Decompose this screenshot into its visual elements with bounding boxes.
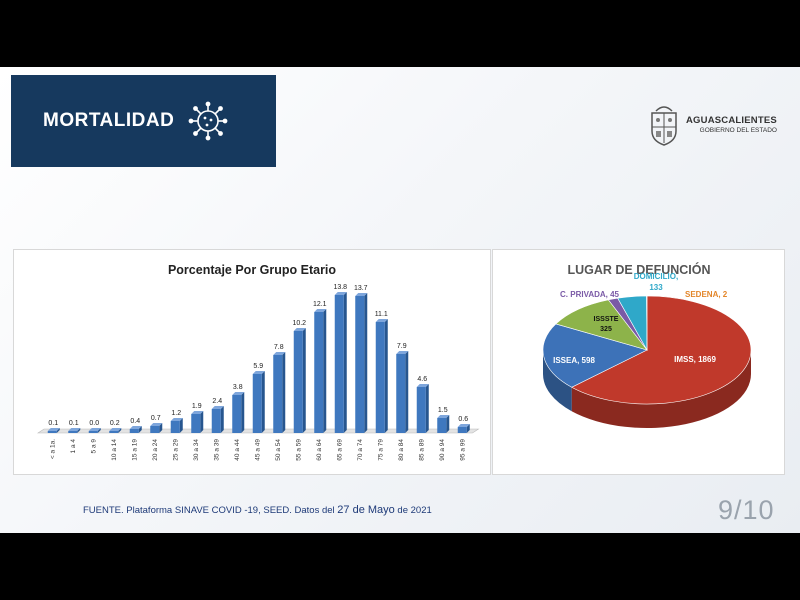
bar-70-a-74 — [355, 293, 368, 433]
bar-value-label: 0.2 — [110, 420, 120, 427]
logo-subtitle: GOBIERNO DEL ESTADO — [699, 127, 777, 134]
death-place-chart-panel: LUGAR DE DEFUNCIÓN IMSS, 1869 ISSEA, 598 I… — [492, 249, 785, 475]
bar-value-label: 7.8 — [274, 344, 284, 351]
bar-55-a-59 — [293, 328, 306, 433]
death-place-pie-chart: LUGAR DE DEFUNCIÓN IMSS, 1869 ISSEA, 598 I… — [542, 262, 752, 428]
source-prefix: FUENTE. Plataforma SINAVE COVID -19, SEE… — [83, 505, 338, 516]
bar-5-a-9 — [88, 428, 101, 433]
x-tick-label: 90 a 94 — [439, 439, 446, 461]
bar-value-label: 11.1 — [375, 311, 388, 318]
pie-slice-imss — [571, 295, 752, 405]
x-tick-label: 45 a 49 — [254, 439, 261, 461]
bar-60-a-64 — [314, 309, 327, 433]
x-tick-label: 65 a 69 — [336, 439, 343, 461]
x-tick-label: 80 a 84 — [398, 439, 405, 461]
bar-1-a-4 — [68, 428, 81, 433]
pie-label: ISSSTE — [594, 316, 619, 323]
bar-15-a-19 — [129, 426, 142, 433]
logo-state-name: AGUASCALIENTES — [686, 115, 777, 126]
bar-value-label: 1.5 — [438, 407, 448, 414]
header-title: MORTALIDAD — [43, 110, 175, 131]
pie-label: SEDENA, 2 — [685, 290, 728, 299]
bar-45-a-49 — [252, 371, 265, 433]
source-note: FUENTE. Plataforma SINAVE COVID -19, SEE… — [83, 504, 432, 516]
bar-75-a-79 — [375, 319, 388, 433]
bar-10-a-14 — [109, 428, 122, 433]
bar-value-label: 10.2 — [292, 320, 306, 327]
bar-value-label: 0.4 — [130, 418, 140, 425]
coat-of-arms-icon — [651, 106, 677, 146]
x-tick-label: 20 a 24 — [152, 439, 159, 461]
bar-40-a-44 — [232, 392, 245, 433]
x-tick-label: 50 a 54 — [275, 439, 282, 461]
bar-value-label: 0.1 — [69, 420, 79, 427]
bar-95-a-99 — [457, 424, 470, 433]
pie-label: C. PRIVADA, 45 — [560, 290, 620, 299]
x-tick-label: 5 a 9 — [90, 439, 97, 454]
pie-label: ISSEA, 598 — [553, 356, 595, 365]
bar-value-label: 0.6 — [458, 416, 468, 423]
bar-value-label: 0.1 — [48, 420, 58, 427]
x-tick-label: 60 a 64 — [316, 439, 323, 461]
x-tick-label: 95 a 99 — [459, 439, 466, 461]
virus-icon — [188, 101, 228, 141]
age-group-chart-panel: Porcentaje Por Grupo Etario 0.1 < a 1a. 0.… — [13, 249, 491, 475]
bar-value-label: 1.9 — [192, 403, 202, 410]
x-tick-label: 75 a 79 — [377, 439, 384, 461]
x-tick-label: 70 a 74 — [357, 439, 364, 461]
bar-value-label: 7.9 — [397, 343, 407, 350]
bar--a-1a- — [47, 428, 60, 433]
bar-80-a-84 — [396, 351, 409, 433]
pie-chart-title: LUGAR DE DEFUNCIÓN — [567, 262, 710, 277]
pie-side-imss — [571, 350, 751, 428]
bar-value-label: 12.1 — [313, 301, 327, 308]
government-logo: AGUASCALIENTES GOBIERNO DEL ESTADO — [646, 105, 777, 147]
pie-label-value: 325 — [600, 326, 612, 333]
x-tick-label: 25 a 29 — [172, 439, 179, 461]
slide: MORTALIDAD AGUASCA — [0, 67, 800, 533]
x-tick-label: 1 a 4 — [70, 439, 77, 454]
bar-90-a-94 — [437, 415, 450, 433]
pie-label: IMSS, 1869 — [674, 355, 716, 364]
page-number: 9/10 — [718, 495, 775, 525]
bar-35-a-39 — [211, 406, 224, 433]
x-tick-label: 15 a 19 — [131, 439, 138, 461]
pie-slice-issste — [555, 299, 648, 351]
bar-value-label: 13.8 — [333, 284, 347, 291]
age-group-bar-chart: Porcentaje Por Grupo Etario 0.1 < a 1a. 0.… — [37, 263, 480, 461]
bar-value-label: 5.9 — [253, 363, 263, 370]
bar-65-a-69 — [334, 292, 347, 433]
bar-value-label: 2.4 — [212, 398, 222, 405]
x-tick-label: < a 1a. — [49, 439, 56, 459]
source-date: 27 de Mayo — [337, 504, 395, 516]
bar-30-a-34 — [191, 411, 204, 433]
bar-20-a-24 — [150, 423, 163, 433]
x-tick-label: 10 a 14 — [111, 439, 118, 461]
bar-chart-title: Porcentaje Por Grupo Etario — [168, 263, 336, 277]
pie-side-issea — [543, 350, 572, 412]
bar-value-label: 13.7 — [354, 285, 368, 292]
x-tick-label: 35 a 39 — [213, 439, 220, 461]
bar-85-a-89 — [416, 384, 429, 433]
x-tick-label: 55 a 59 — [295, 439, 302, 461]
bar-value-label: 1.2 — [171, 410, 181, 417]
bar-value-label: 0.7 — [151, 415, 161, 422]
source-suffix: de 2021 — [394, 505, 432, 516]
bar-value-label: 4.6 — [417, 376, 427, 383]
bar-25-a-29 — [170, 418, 183, 433]
bar-value-label: 0.0 — [89, 420, 99, 427]
bar-50-a-54 — [273, 352, 286, 433]
x-tick-label: 30 a 34 — [193, 439, 200, 461]
x-tick-label: 40 a 44 — [234, 439, 241, 461]
pie-label-value: 133 — [649, 283, 663, 292]
header-banner: MORTALIDAD — [11, 75, 276, 167]
pie-slice-issea — [542, 323, 648, 388]
x-tick-label: 85 a 89 — [418, 439, 425, 461]
bar-value-label: 3.8 — [233, 384, 243, 391]
pie-label: DOMICILIO, — [634, 272, 678, 281]
